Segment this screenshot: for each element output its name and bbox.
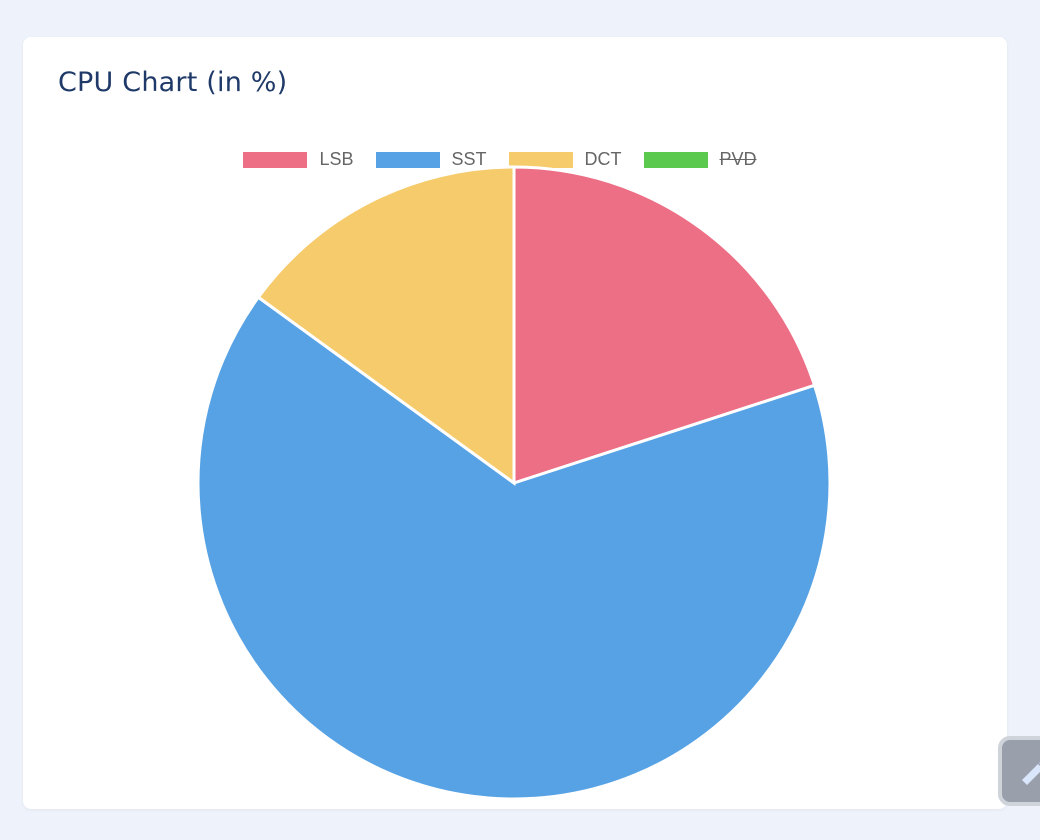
pie-slice-lsb[interactable] <box>512 165 817 486</box>
legend-label-dct: DCT <box>584 149 622 169</box>
legend-item-pvd[interactable]: PVD <box>643 149 757 170</box>
legend-item-dct[interactable]: DCT <box>508 149 622 170</box>
legend-item-lsb[interactable]: LSB <box>243 149 354 170</box>
legend-label-lsb: LSB <box>319 149 354 169</box>
card-title: CPU Chart (in %) <box>58 67 288 98</box>
pie-slice-dct[interactable] <box>256 165 516 486</box>
legend-swatch-dct <box>508 151 573 168</box>
pen-icon <box>1022 762 1040 785</box>
chart-legend: LSB SST DCT PVD <box>0 149 1007 170</box>
pie-slices <box>196 165 832 801</box>
legend-swatch-lsb <box>243 151 308 168</box>
legend-item-sst[interactable]: SST <box>375 149 487 170</box>
cpu-chart-card: CPU Chart (in %) LSB SST DCT PVD <box>23 37 1007 809</box>
legend-swatch-pvd <box>643 151 708 168</box>
legend-label-sst: SST <box>451 149 487 169</box>
floating-edit-button[interactable] <box>998 736 1040 806</box>
legend-swatch-sst <box>375 151 440 168</box>
legend-label-pvd: PVD <box>719 149 757 169</box>
pie-chart <box>196 165 832 801</box>
pie-slice-sst[interactable] <box>196 295 832 801</box>
